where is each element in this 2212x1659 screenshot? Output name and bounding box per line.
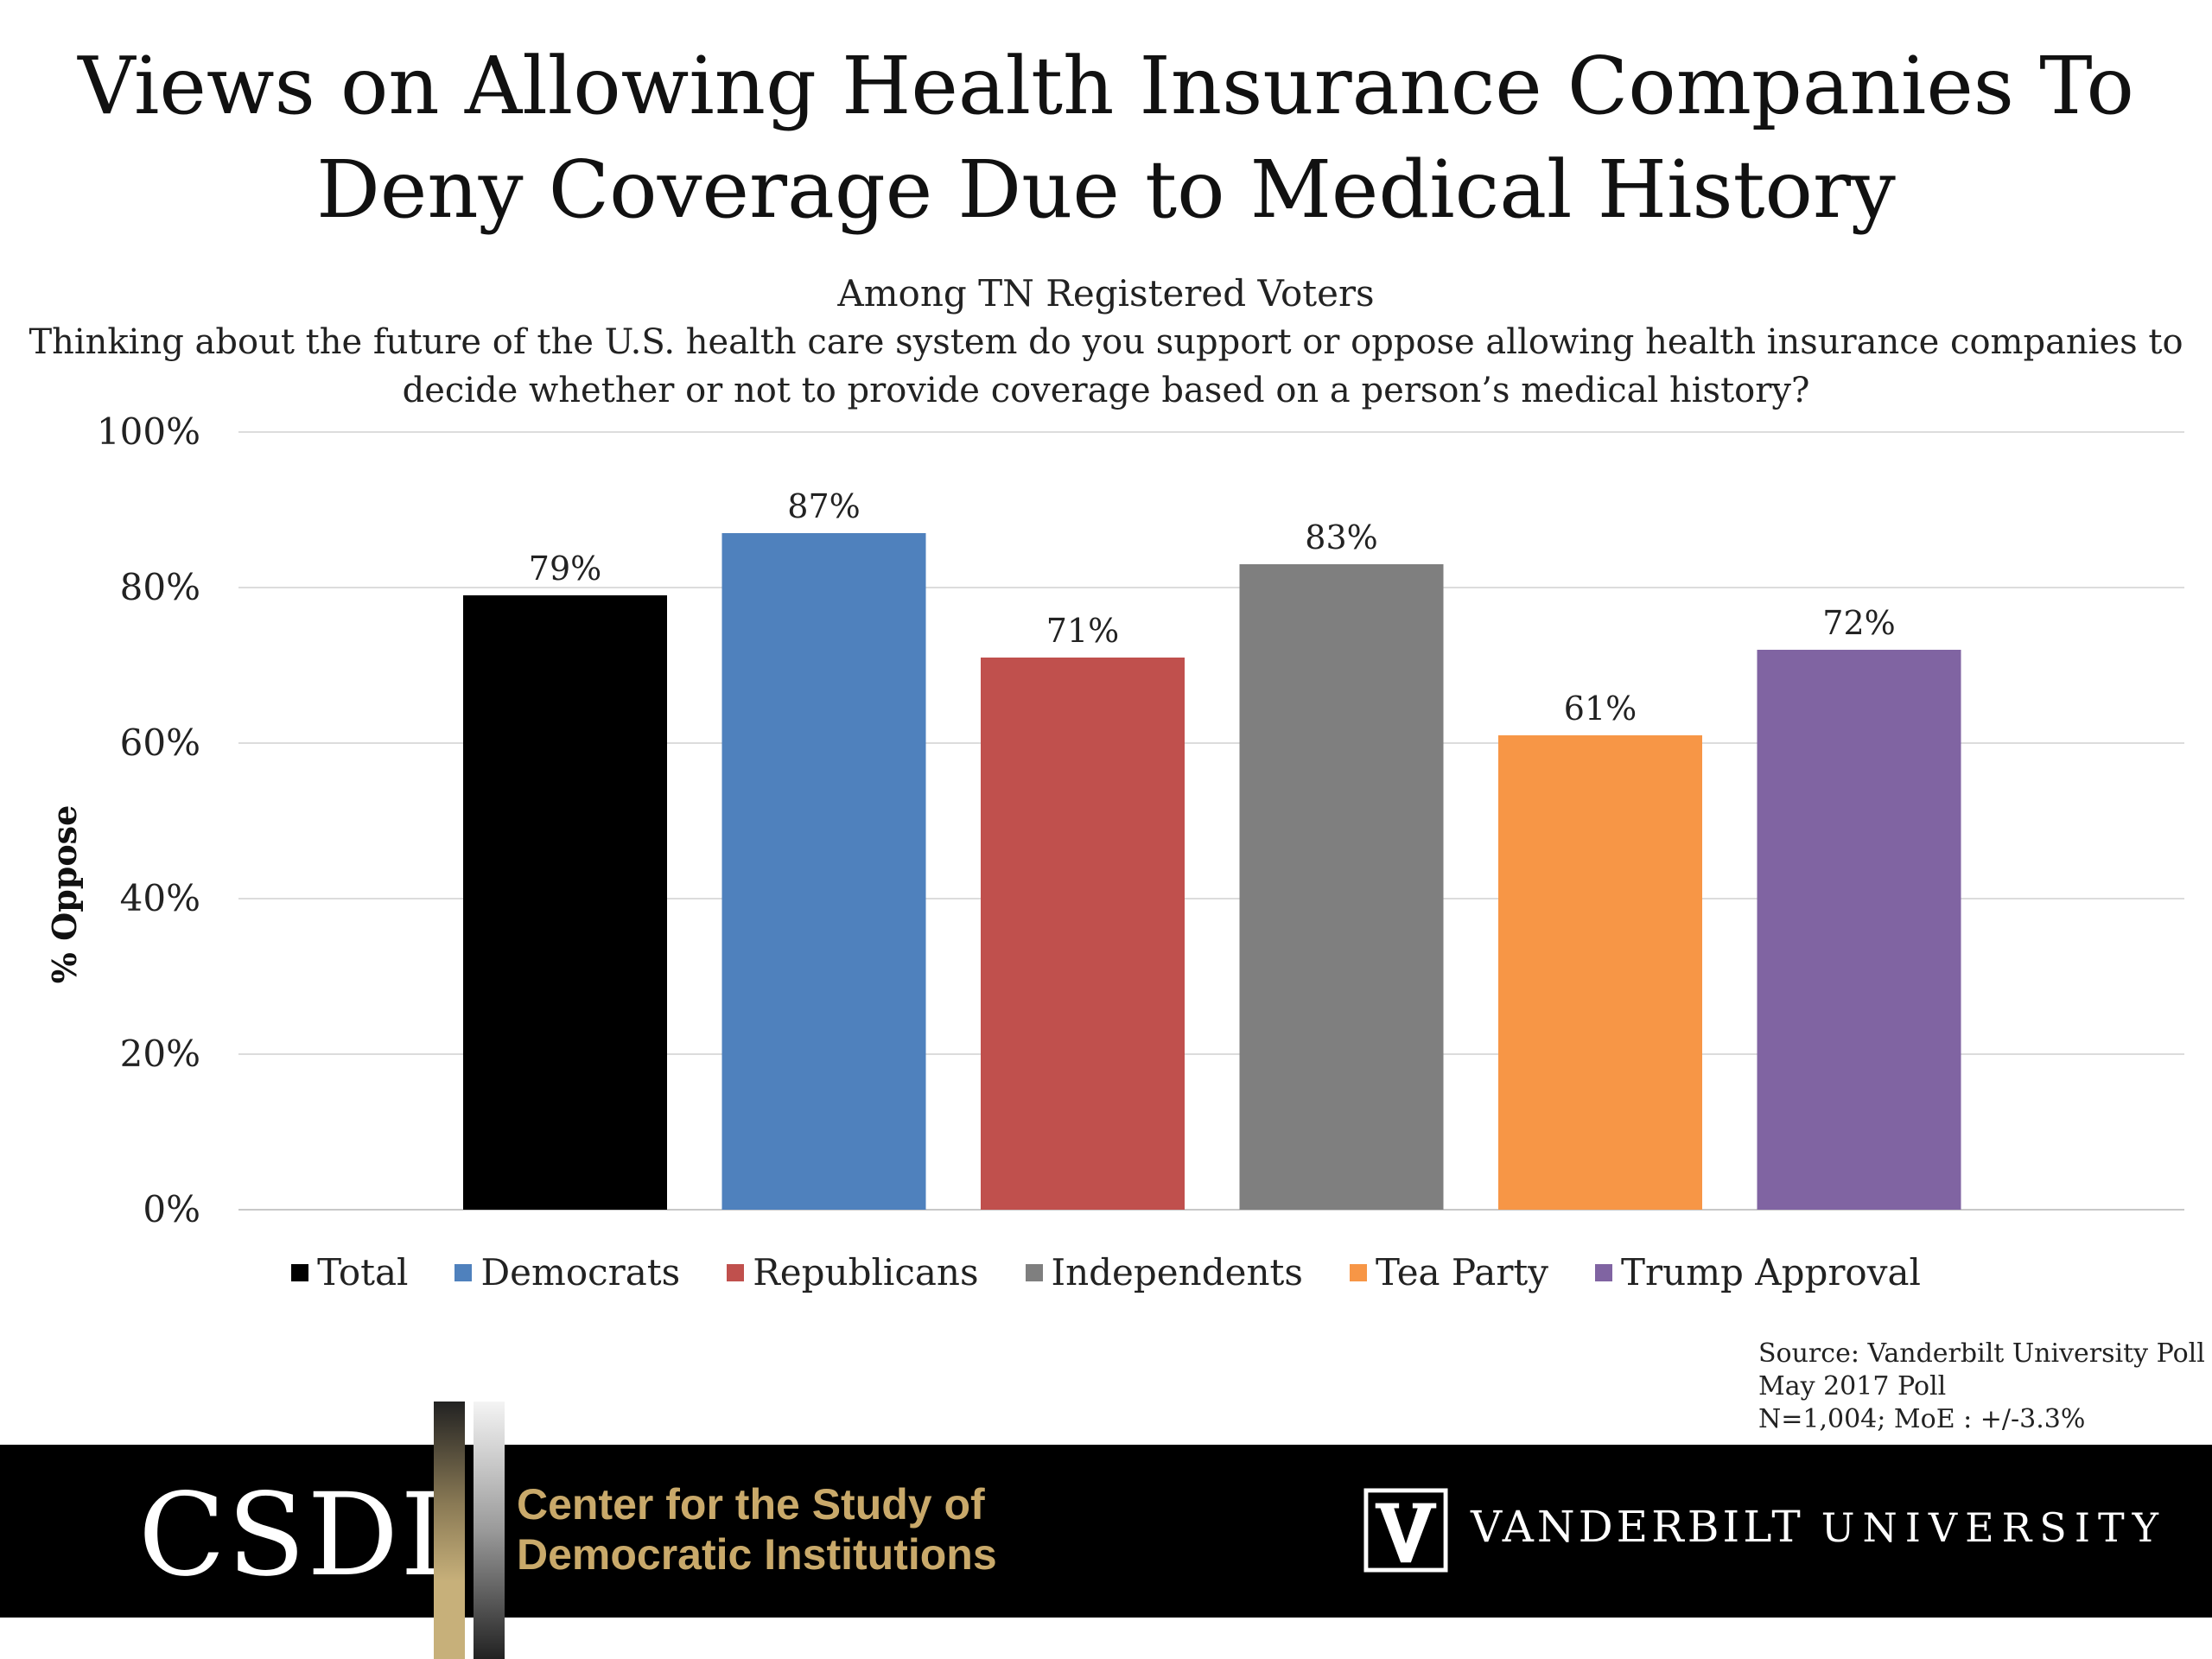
question-line-2: decide whether or not to provide coverag… [402,371,1810,410]
chart-legend: Total Democrats Republicans Independents Tea… [0,1251,2212,1294]
legend-label: Independents [1051,1251,1303,1294]
vanderbilt-logo-icon [1363,1488,1448,1573]
bar-republicans [981,658,1185,1210]
chart-title: Views on Allowing Health Insurance Compa… [0,35,2212,242]
data-label: 71% [1046,612,1119,650]
vu-bold: VANDERBILT [1471,1502,1804,1552]
bar-tea-party [1498,735,1702,1210]
y-tick-label: 80% [120,566,200,608]
legend-item: Total [291,1251,408,1294]
vu-light: UNIVERSITY [1821,1504,2167,1551]
survey-question: Thinking about the future of the U.S. he… [26,318,2186,415]
legend-label: Total [317,1251,409,1294]
y-tick-label: 60% [120,721,200,764]
data-label: 83% [1305,518,1377,556]
gold-divider [434,1402,465,1659]
bar-total [463,595,667,1210]
question-line-1: Thinking about the future of the U.S. he… [29,322,2183,362]
source-line: Source: Vanderbilt University Poll [1758,1338,2205,1369]
data-label: 72% [1822,604,1895,642]
chart-subtitle: Among TN Registered Voters [837,272,1375,315]
legend-item: Republicans [727,1251,979,1294]
csdi-name-line-2: Democratic Institutions [517,1530,997,1579]
title-line-2: Deny Coverage Due to Medical History [316,143,1896,236]
legend-swatch [454,1263,473,1281]
bar-chart: 0% 20% 40% 60% 80% 100% % Oppose 79% 87% 71% 83% 61… [45,410,2184,1230]
csdi-name: Center for the Study of Democratic Insti… [517,1479,997,1580]
legend-item: Tea Party [1349,1251,1549,1294]
legend-swatch [1025,1263,1043,1281]
footer-bar [0,1445,2212,1618]
y-tick-label: 0% [143,1188,200,1230]
source-note: Source: Vanderbilt University Poll May 2… [1758,1338,2205,1436]
legend-swatch [727,1263,745,1281]
footer-strip [0,1618,2212,1659]
legend-item: Democrats [454,1251,680,1294]
data-label: 61% [1564,690,1637,728]
legend-label: Democrats [480,1251,681,1294]
sample-size: N=1,004; MoE : +/-3.3% [1758,1404,2086,1434]
y-tick-label: 20% [120,1033,200,1075]
bar-independents [1239,564,1444,1210]
poll-date: May 2017 Poll [1758,1371,1947,1402]
legend-swatch [1349,1263,1367,1281]
bar-democrats [721,533,926,1210]
legend-label: Republicans [753,1251,979,1294]
vanderbilt-wordmark: VANDERBILT UNIVERSITY [1471,1502,2166,1552]
y-tick-label: 100% [97,410,200,453]
legend-item: Independents [1025,1251,1303,1294]
legend-label: Trump Approval [1621,1251,1921,1294]
bar-trump-approval [1757,650,1961,1210]
legend-label: Tea Party [1375,1251,1549,1294]
y-tick-label: 40% [120,877,200,919]
data-label: 79% [529,550,601,588]
legend-swatch [1595,1263,1613,1281]
data-label: 87% [787,487,860,525]
csdi-name-line-1: Center for the Study of [517,1480,985,1529]
csdi-logo: CSDI [138,1469,448,1602]
y-axis-label: % Oppose [45,805,84,984]
legend-item: Trump Approval [1595,1251,1921,1294]
legend-swatch [291,1263,309,1281]
silver-divider [474,1402,505,1659]
title-line-1: Views on Allowing Health Insurance Compa… [78,40,2134,132]
